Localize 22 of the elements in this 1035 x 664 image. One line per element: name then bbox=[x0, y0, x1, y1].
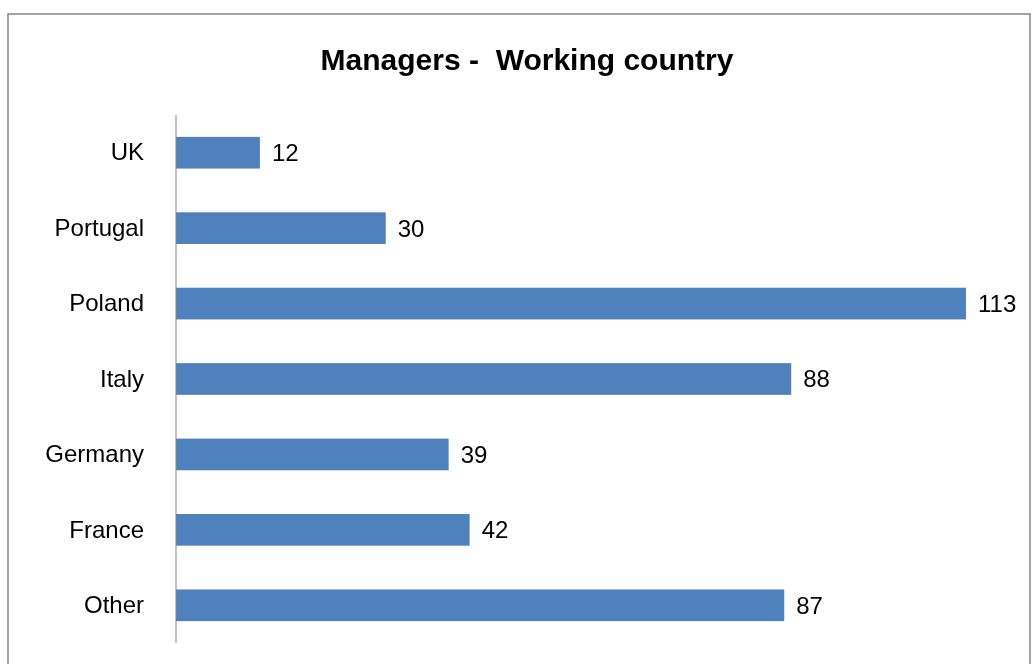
data-label: 39 bbox=[460, 440, 488, 468]
data-label: 88 bbox=[803, 365, 830, 393]
bar bbox=[176, 363, 792, 395]
y-tick-label: UK bbox=[110, 138, 144, 166]
chart-title: Managers - Working country bbox=[320, 43, 734, 76]
data-label: 30 bbox=[397, 214, 425, 242]
y-tick-label: Poland bbox=[69, 289, 144, 317]
bar bbox=[176, 514, 470, 546]
y-tick-label: Germany bbox=[45, 440, 144, 468]
y-tick-label: Portugal bbox=[54, 213, 144, 241]
y-tick-label: Italy bbox=[99, 364, 144, 392]
data-label: 113 bbox=[978, 289, 1017, 317]
bar bbox=[176, 287, 966, 320]
y-tick-label: France bbox=[69, 515, 144, 543]
data-label: 42 bbox=[481, 516, 509, 544]
y-tick-label: Other bbox=[83, 590, 144, 618]
bar bbox=[176, 212, 386, 244]
bar bbox=[176, 136, 260, 169]
data-label: 12 bbox=[271, 139, 299, 167]
bar bbox=[176, 589, 785, 622]
bar bbox=[176, 438, 449, 471]
data-label: 87 bbox=[796, 591, 823, 619]
